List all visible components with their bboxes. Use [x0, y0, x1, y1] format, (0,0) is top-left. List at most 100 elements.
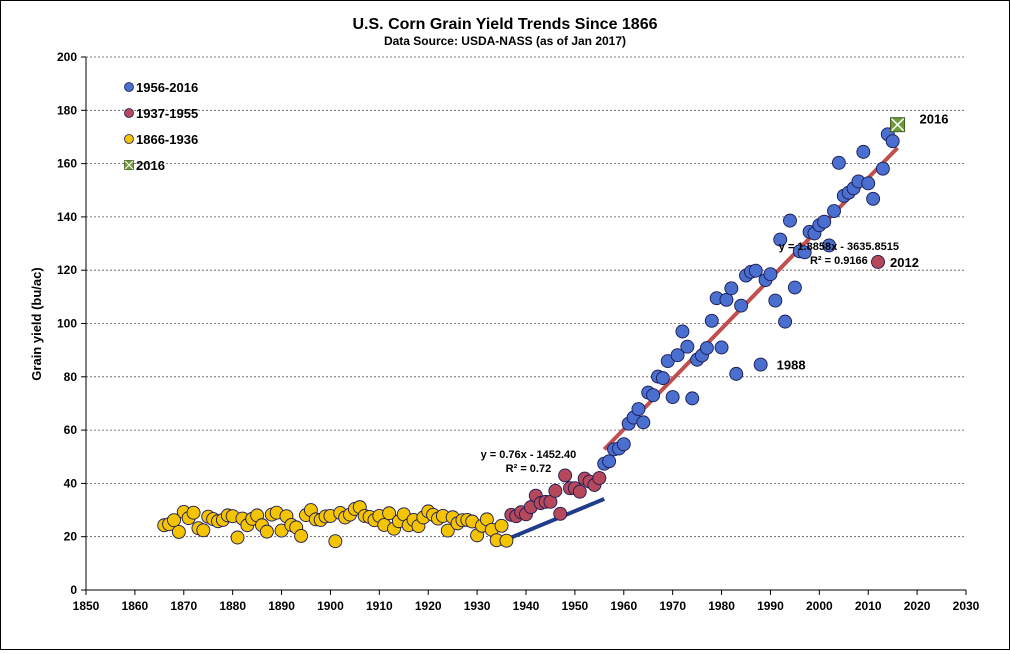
y-tick-label-100: 100 — [57, 317, 77, 331]
y-tick-label-160: 160 — [57, 157, 77, 171]
legend-marker-1937-1955 — [124, 108, 134, 118]
point-1901 — [328, 534, 343, 549]
point-2001 — [817, 214, 832, 229]
trend-equation-0: y = 0.76x - 1452.40 — [481, 449, 577, 461]
point-1960 — [616, 437, 631, 452]
point-1993 — [778, 314, 793, 329]
point-1951 — [572, 484, 587, 499]
point-1868 — [167, 513, 181, 528]
x-tick-label-1870: 1870 — [170, 599, 197, 613]
point-1963 — [631, 402, 646, 416]
point-2015 — [885, 134, 900, 149]
chart-subtitle: Data Source: USDA-NASS (as of Jan 2017) — [384, 34, 626, 48]
point-2012 — [871, 254, 885, 269]
point-1887 — [259, 524, 274, 539]
x-tick-label-2020: 2020 — [904, 599, 931, 613]
callout-2012: 2012 — [890, 255, 919, 270]
x-tick-label-2030: 2030 — [953, 599, 980, 613]
point-1974 — [685, 391, 700, 406]
point-2010 — [861, 176, 876, 191]
legend-label-2016: 2016 — [136, 158, 165, 173]
y-tick-label-60: 60 — [64, 423, 78, 437]
point-1992 — [773, 232, 788, 247]
y-tick-label-120: 120 — [57, 263, 77, 277]
point-1924 — [440, 523, 455, 538]
point-1881 — [230, 530, 245, 545]
point-1977 — [699, 341, 714, 355]
x-tick-label-2010: 2010 — [855, 599, 882, 613]
trend-r2-0: R² = 0.72 — [506, 463, 552, 475]
point-1955 — [592, 471, 607, 486]
callout-2016: 2016 — [920, 112, 949, 127]
point-1948 — [558, 468, 573, 483]
x-tick-label-1850: 1850 — [73, 599, 100, 613]
point-1980 — [714, 340, 729, 355]
point-1988 — [753, 357, 768, 372]
point-1983 — [729, 366, 744, 381]
x-tick-label-1920: 1920 — [415, 599, 442, 613]
legend-label-1956-2016: 1956-2016 — [136, 80, 198, 95]
x-tick-label-1890: 1890 — [268, 599, 295, 613]
point-2009 — [856, 144, 871, 159]
point-1894 — [294, 528, 309, 543]
x-tick-label-1930: 1930 — [464, 599, 491, 613]
legend: 1956-2016 1937-1955 1866-1936 2016 — [124, 80, 198, 173]
x-tick-label-2000: 2000 — [806, 599, 833, 613]
trend-r2-1: R² = 0.9166 — [810, 255, 868, 267]
legend-marker-1866-1936 — [124, 134, 134, 144]
point-2016-cross-b — [891, 118, 905, 132]
point-1971 — [670, 348, 685, 363]
point-1936 — [499, 533, 514, 548]
point-1970 — [665, 390, 680, 405]
point-1997 — [797, 245, 812, 260]
x-tick-label-1880: 1880 — [219, 599, 246, 613]
point-2004 — [831, 155, 846, 170]
y-tick-label-80: 80 — [64, 370, 78, 384]
point-2003 — [827, 204, 841, 218]
legend-label-1866-1936: 1866-1936 — [136, 132, 198, 147]
y-tick-label-200: 200 — [57, 50, 77, 64]
point-2011 — [866, 191, 881, 206]
annotations: y = 0.76x - 1452.40 R² = 0.72 y = 1.8858x … — [481, 112, 949, 475]
x-tick-label-1860: 1860 — [122, 599, 149, 613]
legend-marker-2016-cross-b — [124, 160, 134, 170]
x-tick-label-1980: 1980 — [708, 599, 735, 613]
y-tick-label-0: 0 — [70, 583, 77, 597]
trend-equation-1: y = 1.8858x - 3635.8515 — [779, 241, 899, 253]
x-tick-label-1960: 1960 — [610, 599, 637, 613]
y-axis-label: Grain yield (bu/ac) — [29, 267, 44, 380]
point-1981 — [719, 292, 734, 307]
point-1972 — [675, 324, 690, 339]
point-1966 — [646, 388, 661, 403]
point-1994 — [783, 213, 797, 228]
point-2002 — [822, 238, 837, 253]
x-tick-label-1910: 1910 — [366, 599, 393, 613]
point-1935 — [494, 518, 509, 533]
point-1982 — [724, 281, 739, 296]
chart-title: U.S. Corn Grain Yield Trends Since 1866 — [353, 16, 658, 33]
x-tick-label-1940: 1940 — [513, 599, 540, 613]
x-tick-label-1990: 1990 — [757, 599, 784, 613]
point-1874 — [196, 523, 211, 538]
point-1869 — [171, 524, 186, 539]
axes: 0 20 40 60 80 100 120 140 160 180 200 1850 1860 1870 1… — [57, 50, 980, 613]
point-1872 — [186, 505, 201, 520]
point-1946 — [548, 483, 563, 498]
data-points — [157, 117, 906, 549]
point-1964 — [636, 415, 651, 430]
point-1957 — [602, 454, 617, 469]
point-1987 — [748, 263, 763, 278]
x-tick-label-1900: 1900 — [317, 599, 344, 613]
callout-1988: 1988 — [777, 358, 806, 373]
point-1947 — [553, 506, 568, 521]
y-tick-label-180: 180 — [57, 103, 77, 117]
point-1968 — [655, 371, 670, 386]
point-1912 — [382, 506, 397, 521]
point-1995 — [787, 280, 802, 295]
point-1978 — [704, 313, 719, 328]
point-1973 — [680, 339, 695, 354]
point-1984 — [734, 298, 749, 313]
y-tick-label-140: 140 — [57, 210, 77, 224]
